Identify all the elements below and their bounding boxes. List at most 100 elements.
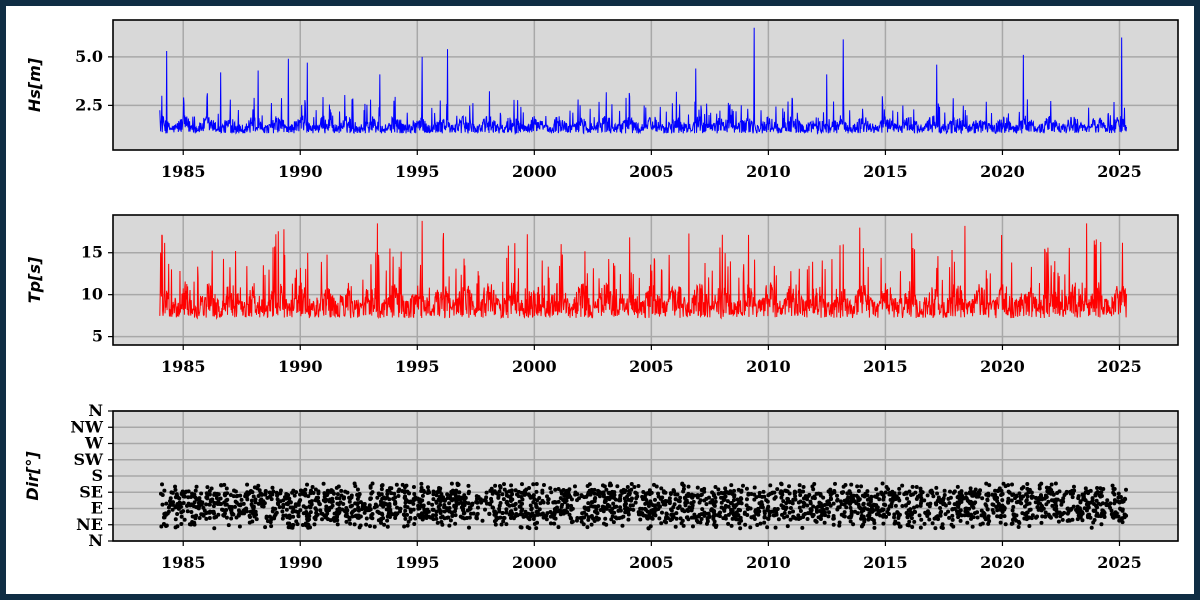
- direction-point: [762, 494, 767, 499]
- direction-point: [1065, 511, 1070, 516]
- direction-point: [379, 487, 384, 492]
- direction-point: [1027, 524, 1032, 529]
- direction-point: [1019, 501, 1024, 506]
- y-tick-label: SW: [73, 450, 104, 469]
- direction-point: [316, 495, 321, 500]
- direction-point: [1114, 511, 1119, 516]
- direction-point: [629, 498, 634, 503]
- direction-point: [964, 491, 969, 496]
- direction-point: [641, 489, 646, 494]
- direction-point: [925, 493, 930, 498]
- direction-point: [439, 498, 444, 503]
- direction-point: [1099, 490, 1104, 495]
- plot-area: [113, 215, 1178, 345]
- direction-point: [461, 511, 466, 516]
- direction-point: [235, 493, 240, 498]
- y-tick-label: E: [91, 499, 103, 518]
- direction-point: [772, 490, 777, 495]
- direction-point: [277, 505, 282, 510]
- direction-point: [594, 515, 599, 520]
- direction-point: [626, 492, 631, 497]
- direction-point: [241, 501, 246, 506]
- direction-point: [393, 511, 398, 516]
- direction-point: [918, 486, 923, 491]
- direction-point: [552, 515, 557, 520]
- direction-point: [726, 521, 731, 526]
- direction-point: [662, 490, 667, 495]
- direction-point: [561, 511, 566, 516]
- direction-point: [843, 483, 848, 488]
- direction-point: [305, 482, 310, 487]
- direction-point: [420, 493, 425, 498]
- direction-point: [986, 514, 991, 519]
- direction-point: [532, 497, 537, 502]
- direction-point: [307, 500, 312, 505]
- direction-point: [835, 493, 840, 498]
- y-tick-label: 5: [92, 327, 103, 346]
- direction-point: [453, 506, 458, 511]
- direction-point: [947, 515, 952, 520]
- direction-point: [323, 499, 328, 504]
- direction-point: [683, 496, 688, 501]
- direction-point: [301, 491, 306, 496]
- direction-point: [767, 513, 772, 518]
- direction-point: [440, 522, 445, 527]
- direction-point: [676, 498, 681, 503]
- direction-point: [990, 492, 995, 497]
- direction-point: [917, 493, 922, 498]
- direction-point: [825, 499, 830, 504]
- direction-point: [550, 512, 555, 517]
- direction-point: [448, 493, 453, 498]
- direction-point: [878, 508, 883, 513]
- direction-point: [1043, 510, 1048, 515]
- direction-point: [497, 503, 502, 508]
- direction-point: [365, 508, 370, 513]
- direction-point: [274, 510, 279, 515]
- direction-point: [613, 515, 618, 520]
- direction-point: [402, 485, 407, 490]
- direction-point: [192, 494, 197, 499]
- direction-point: [797, 483, 802, 488]
- direction-point: [492, 519, 497, 524]
- direction-point: [1083, 486, 1088, 491]
- direction-point: [1080, 492, 1085, 497]
- direction-point: [528, 503, 533, 508]
- direction-point: [581, 522, 586, 527]
- direction-point: [1009, 498, 1014, 503]
- direction-point: [263, 489, 268, 494]
- direction-point: [856, 498, 861, 503]
- y-tick-label: 2.5: [75, 95, 103, 114]
- direction-point: [487, 511, 492, 516]
- direction-point: [800, 525, 805, 530]
- direction-point: [430, 507, 435, 512]
- direction-point: [474, 496, 479, 501]
- direction-point: [252, 485, 257, 490]
- direction-point: [325, 491, 330, 496]
- direction-point: [502, 487, 507, 492]
- direction-point: [781, 499, 786, 504]
- direction-point: [267, 514, 272, 519]
- direction-point: [534, 510, 539, 515]
- direction-point: [163, 524, 168, 529]
- direction-point: [1057, 489, 1062, 494]
- direction-point: [787, 484, 792, 489]
- direction-point: [931, 494, 936, 499]
- direction-point: [507, 503, 512, 508]
- direction-point: [159, 524, 164, 529]
- direction-point: [1006, 483, 1011, 488]
- direction-point: [732, 488, 737, 493]
- direction-point: [589, 522, 594, 527]
- direction-point: [855, 484, 860, 489]
- direction-point: [548, 521, 553, 526]
- direction-point: [381, 503, 386, 508]
- direction-point: [766, 516, 771, 521]
- direction-point: [640, 494, 645, 499]
- direction-point: [616, 508, 621, 513]
- direction-point: [1039, 503, 1044, 508]
- direction-point: [859, 509, 864, 514]
- direction-point: [197, 516, 202, 521]
- direction-point: [219, 483, 224, 488]
- direction-point: [965, 520, 970, 525]
- direction-point: [925, 502, 930, 507]
- direction-point: [805, 497, 810, 502]
